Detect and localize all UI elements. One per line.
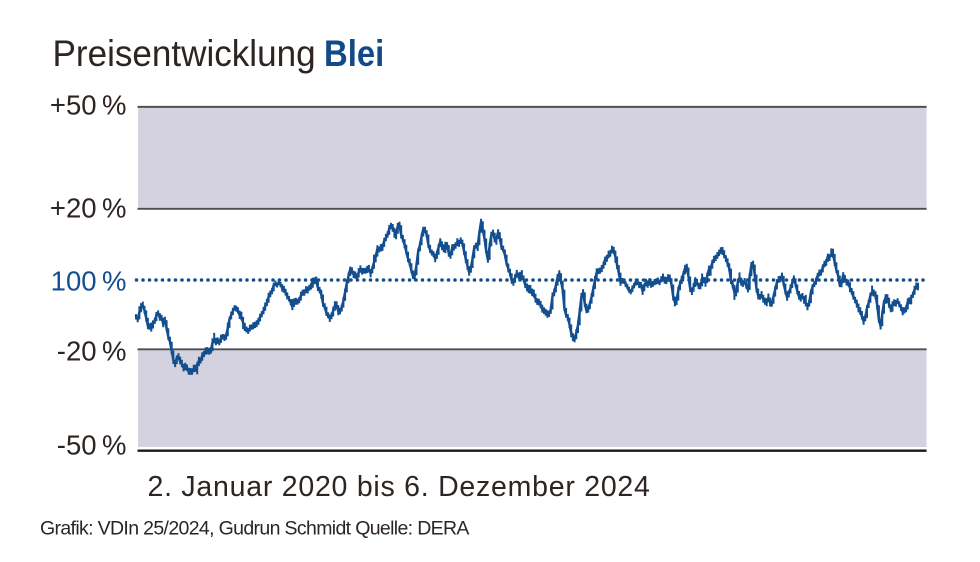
svg-text:100 %: 100 %	[51, 266, 127, 297]
svg-text:2. Januar 2020 bis 6. Dezember: 2. Januar 2020 bis 6. Dezember 2024	[148, 471, 651, 503]
svg-text:-50 %: -50 %	[57, 429, 127, 460]
svg-text:+50 %: +50 %	[50, 89, 127, 120]
svg-text:-20 %: -20 %	[57, 336, 127, 367]
svg-text:+20 %: +20 %	[50, 192, 127, 223]
svg-text:Preisentwicklung: Preisentwicklung	[53, 32, 316, 74]
svg-text:Blei: Blei	[324, 33, 384, 74]
svg-text:Grafik: VDIn 25/2024, Gudrun S: Grafik: VDIn 25/2024, Gudrun Schmidt Que…	[40, 518, 469, 540]
